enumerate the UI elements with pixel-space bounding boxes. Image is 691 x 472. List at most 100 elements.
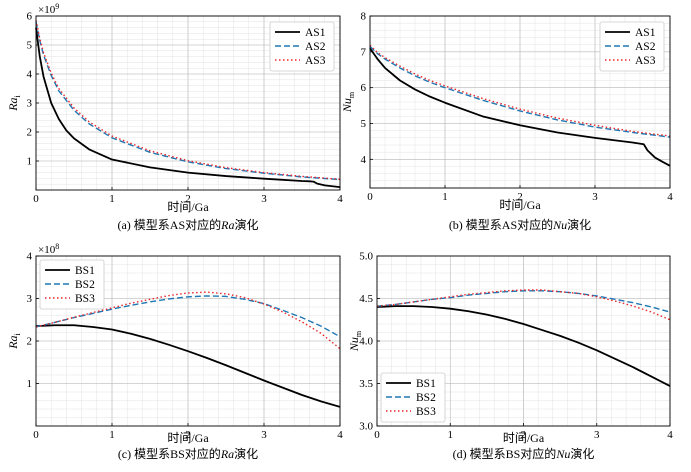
- y-tick-label: 2: [27, 336, 33, 348]
- x-tick-label: 4: [337, 193, 343, 205]
- legend-box: [39, 259, 105, 310]
- x-tick-label: 3: [261, 193, 267, 205]
- caption-text: (a) 模型系AS对应的: [117, 217, 221, 232]
- x-axis-label: 时间/Ga: [167, 431, 209, 445]
- y-tick-label: 5: [27, 40, 33, 52]
- y-axis-label-sub: m: [354, 330, 363, 337]
- legend-label-as1: AS1: [635, 27, 656, 39]
- y-multiplier-base: ×10: [38, 244, 56, 256]
- y-multiplier-base: ×10: [38, 4, 56, 16]
- x-tick-label: 0: [374, 429, 380, 441]
- x-tick-label: 0: [33, 193, 39, 205]
- y-tick-label: 7: [361, 46, 367, 58]
- y-tick-label: 4.0: [359, 336, 373, 348]
- caption-italic: Nu: [555, 447, 570, 461]
- x-tick-label: 0: [33, 429, 39, 441]
- legend-label-bs3: BS3: [75, 293, 95, 305]
- caption-italic: Nu: [552, 218, 567, 232]
- caption-text: 演化: [570, 446, 594, 461]
- caption-text: 演化: [234, 446, 258, 461]
- y-tick-label: 6: [27, 11, 33, 23]
- y-axis-label: Num: [347, 330, 363, 352]
- x-tick-label: 2: [185, 429, 191, 441]
- panel-caption: (d) 模型系BS对应的Nu演化: [453, 446, 595, 461]
- legend: BS1 BS2 BS3: [380, 372, 446, 423]
- x-tick-label: 1: [442, 191, 448, 203]
- y-tick-label: 4.5: [359, 293, 373, 305]
- series-line-as1: [35, 27, 341, 188]
- x-tick-label: 2: [521, 429, 527, 441]
- series-line-as2: [369, 45, 671, 138]
- legend-label-bs2: BS2: [75, 279, 95, 291]
- series-line-as3: [35, 20, 341, 180]
- y-tick-label: 4: [27, 251, 33, 263]
- legend-label-bs2: BS2: [416, 392, 436, 404]
- x-tick-label: 4: [667, 191, 673, 203]
- legend-label-bs1: BS1: [75, 265, 95, 277]
- y-tick-label: 3: [27, 293, 33, 305]
- x-tick-label: 2: [185, 193, 191, 205]
- series-line-bs2: [35, 295, 341, 338]
- panel-caption: (c) 模型系BS对应的Ra演化: [118, 446, 258, 461]
- caption-italic: Ra: [220, 218, 234, 232]
- x-tick-label: 3: [594, 429, 600, 441]
- caption-text: (c) 模型系BS对应的: [118, 446, 221, 461]
- y-axis-label: Rai: [6, 94, 22, 111]
- y-tick-label: 8: [361, 11, 367, 23]
- series-line-as2: [35, 21, 341, 181]
- legend-label-as1: AS1: [305, 27, 326, 39]
- x-tick-label: 1: [109, 193, 115, 205]
- y-tick-label: 3: [27, 98, 33, 110]
- y-multiplier-exp: 9: [55, 2, 59, 11]
- legend-box: [599, 21, 665, 72]
- y-tick-label: 4: [361, 154, 367, 166]
- x-axis-label: 时间/Ga: [503, 431, 545, 445]
- series-line-bs3: [376, 289, 671, 321]
- caption-text: 演化: [235, 217, 259, 232]
- y-tick-label: 4: [27, 69, 33, 81]
- x-tick-label: 3: [261, 429, 267, 441]
- y-tick-label: 1: [27, 156, 33, 168]
- legend-box: [269, 21, 335, 72]
- y-axis-label: Num: [340, 91, 356, 113]
- series-line-as1: [369, 47, 671, 167]
- legend: AS1 AS2 AS3: [599, 21, 665, 72]
- y-tick-label: 6: [361, 82, 367, 94]
- x-tick-label: 4: [337, 429, 343, 441]
- caption-text: (b) 模型系AS对应的: [449, 217, 553, 232]
- legend-label-as2: AS2: [305, 41, 326, 53]
- y-axis-label-main: Nu: [340, 98, 354, 113]
- y-axis-label-sub: m: [347, 91, 356, 98]
- y-multiplier: ×108: [38, 242, 59, 256]
- y-tick-label: 5.0: [359, 251, 373, 263]
- x-tick-label: 0: [367, 191, 373, 203]
- legend-label-bs1: BS1: [416, 378, 436, 390]
- y-tick-label: 1: [27, 378, 33, 390]
- x-tick-label: 3: [592, 191, 598, 203]
- legend: AS1 AS2 AS3: [269, 21, 335, 72]
- caption-italic: Ra: [220, 447, 234, 461]
- y-axis-label-sub: i: [13, 332, 22, 335]
- y-tick-label: 5: [361, 118, 367, 130]
- y-tick-label: 2: [27, 127, 33, 139]
- caption-text: (d) 模型系BS对应的: [453, 446, 557, 461]
- series-line-bs3: [35, 291, 341, 350]
- legend: BS1 BS2 BS3: [39, 259, 105, 310]
- y-tick-label: 3.5: [359, 378, 373, 390]
- caption-text: 演化: [567, 217, 591, 232]
- series-line-bs1: [35, 324, 341, 408]
- legend-label-as3: AS3: [305, 55, 326, 67]
- legend-box: [380, 372, 446, 423]
- panel-caption: (b) 模型系AS对应的Nu演化: [449, 217, 591, 232]
- legend-label-as3: AS3: [635, 55, 656, 67]
- x-tick-label: 1: [109, 429, 115, 441]
- x-axis-label: 时间/Ga: [499, 198, 541, 212]
- x-tick-label: 4: [667, 429, 673, 441]
- y-multiplier-exp: 8: [55, 242, 59, 251]
- series-line-bs1: [376, 305, 671, 387]
- series-line-as3: [369, 44, 671, 137]
- y-axis-label-main: Ra: [6, 335, 20, 349]
